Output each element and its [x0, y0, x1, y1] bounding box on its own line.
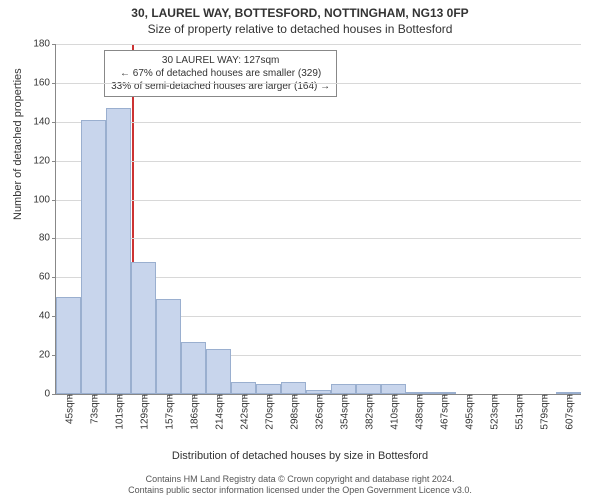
x-tick-label: 129sqm	[137, 394, 150, 430]
y-tick-label: 60	[39, 272, 56, 283]
x-tick-label: 438sqm	[412, 394, 425, 430]
histogram-bar	[156, 299, 181, 394]
x-tick-label: 157sqm	[162, 394, 175, 430]
annotation-box: 30 LAUREL WAY: 127sqm ← 67% of detached …	[104, 50, 337, 97]
footer-line-2: Contains public sector information licen…	[0, 485, 600, 496]
histogram-bar	[206, 349, 231, 394]
histogram-bar	[281, 382, 306, 394]
annotation-line-2: ← 67% of detached houses are smaller (32…	[111, 67, 330, 80]
x-tick-label: 298sqm	[287, 394, 300, 430]
x-tick-label: 73sqm	[87, 394, 100, 424]
histogram-bar	[56, 297, 81, 394]
y-tick-label: 160	[33, 77, 56, 88]
histogram-bar	[356, 384, 381, 394]
x-tick-label: 326sqm	[312, 394, 325, 430]
x-tick-label: 495sqm	[462, 394, 475, 430]
plot-area: 30 LAUREL WAY: 127sqm ← 67% of detached …	[55, 44, 581, 395]
y-tick-label: 20	[39, 350, 56, 361]
histogram-bar	[106, 108, 131, 394]
x-tick-label: 579sqm	[537, 394, 550, 430]
x-tick-label: 467sqm	[437, 394, 450, 430]
x-tick-label: 410sqm	[387, 394, 400, 430]
footer-line-1: Contains HM Land Registry data © Crown c…	[0, 474, 600, 485]
histogram-bar	[331, 384, 356, 394]
histogram-bar	[381, 384, 406, 394]
chart-subtitle: Size of property relative to detached ho…	[0, 20, 600, 40]
footer: Contains HM Land Registry data © Crown c…	[0, 474, 600, 496]
histogram-bar	[81, 120, 106, 394]
gridline	[56, 122, 581, 123]
histogram-bar	[256, 384, 281, 394]
y-tick-label: 80	[39, 233, 56, 244]
y-tick-label: 100	[33, 194, 56, 205]
x-tick-label: 382sqm	[362, 394, 375, 430]
x-tick-label: 551sqm	[512, 394, 525, 430]
x-tick-label: 214sqm	[212, 394, 225, 430]
histogram-bar	[131, 262, 156, 394]
chart-title: 30, LAUREL WAY, BOTTESFORD, NOTTINGHAM, …	[0, 0, 600, 20]
annotation-line-1: 30 LAUREL WAY: 127sqm	[111, 54, 330, 67]
y-tick-label: 120	[33, 155, 56, 166]
x-tick-label: 607sqm	[562, 394, 575, 430]
x-tick-label: 101sqm	[112, 394, 125, 430]
gridline	[56, 238, 581, 239]
gridline	[56, 44, 581, 45]
gridline	[56, 83, 581, 84]
x-tick-label: 523sqm	[487, 394, 500, 430]
y-tick-label: 180	[33, 39, 56, 50]
histogram-bar	[231, 382, 256, 394]
y-tick-label: 140	[33, 116, 56, 127]
y-tick-label: 40	[39, 311, 56, 322]
y-axis-title: Number of detached properties	[12, 68, 24, 220]
x-tick-label: 354sqm	[337, 394, 350, 430]
chart-container: 30, LAUREL WAY, BOTTESFORD, NOTTINGHAM, …	[0, 0, 600, 500]
x-axis-title: Distribution of detached houses by size …	[0, 450, 600, 462]
x-tick-label: 270sqm	[262, 394, 275, 430]
gridline	[56, 161, 581, 162]
x-tick-label: 45sqm	[62, 394, 75, 424]
x-tick-label: 242sqm	[237, 394, 250, 430]
y-tick-label: 0	[44, 389, 56, 400]
x-tick-label: 186sqm	[187, 394, 200, 430]
gridline	[56, 200, 581, 201]
histogram-bar	[181, 342, 206, 395]
